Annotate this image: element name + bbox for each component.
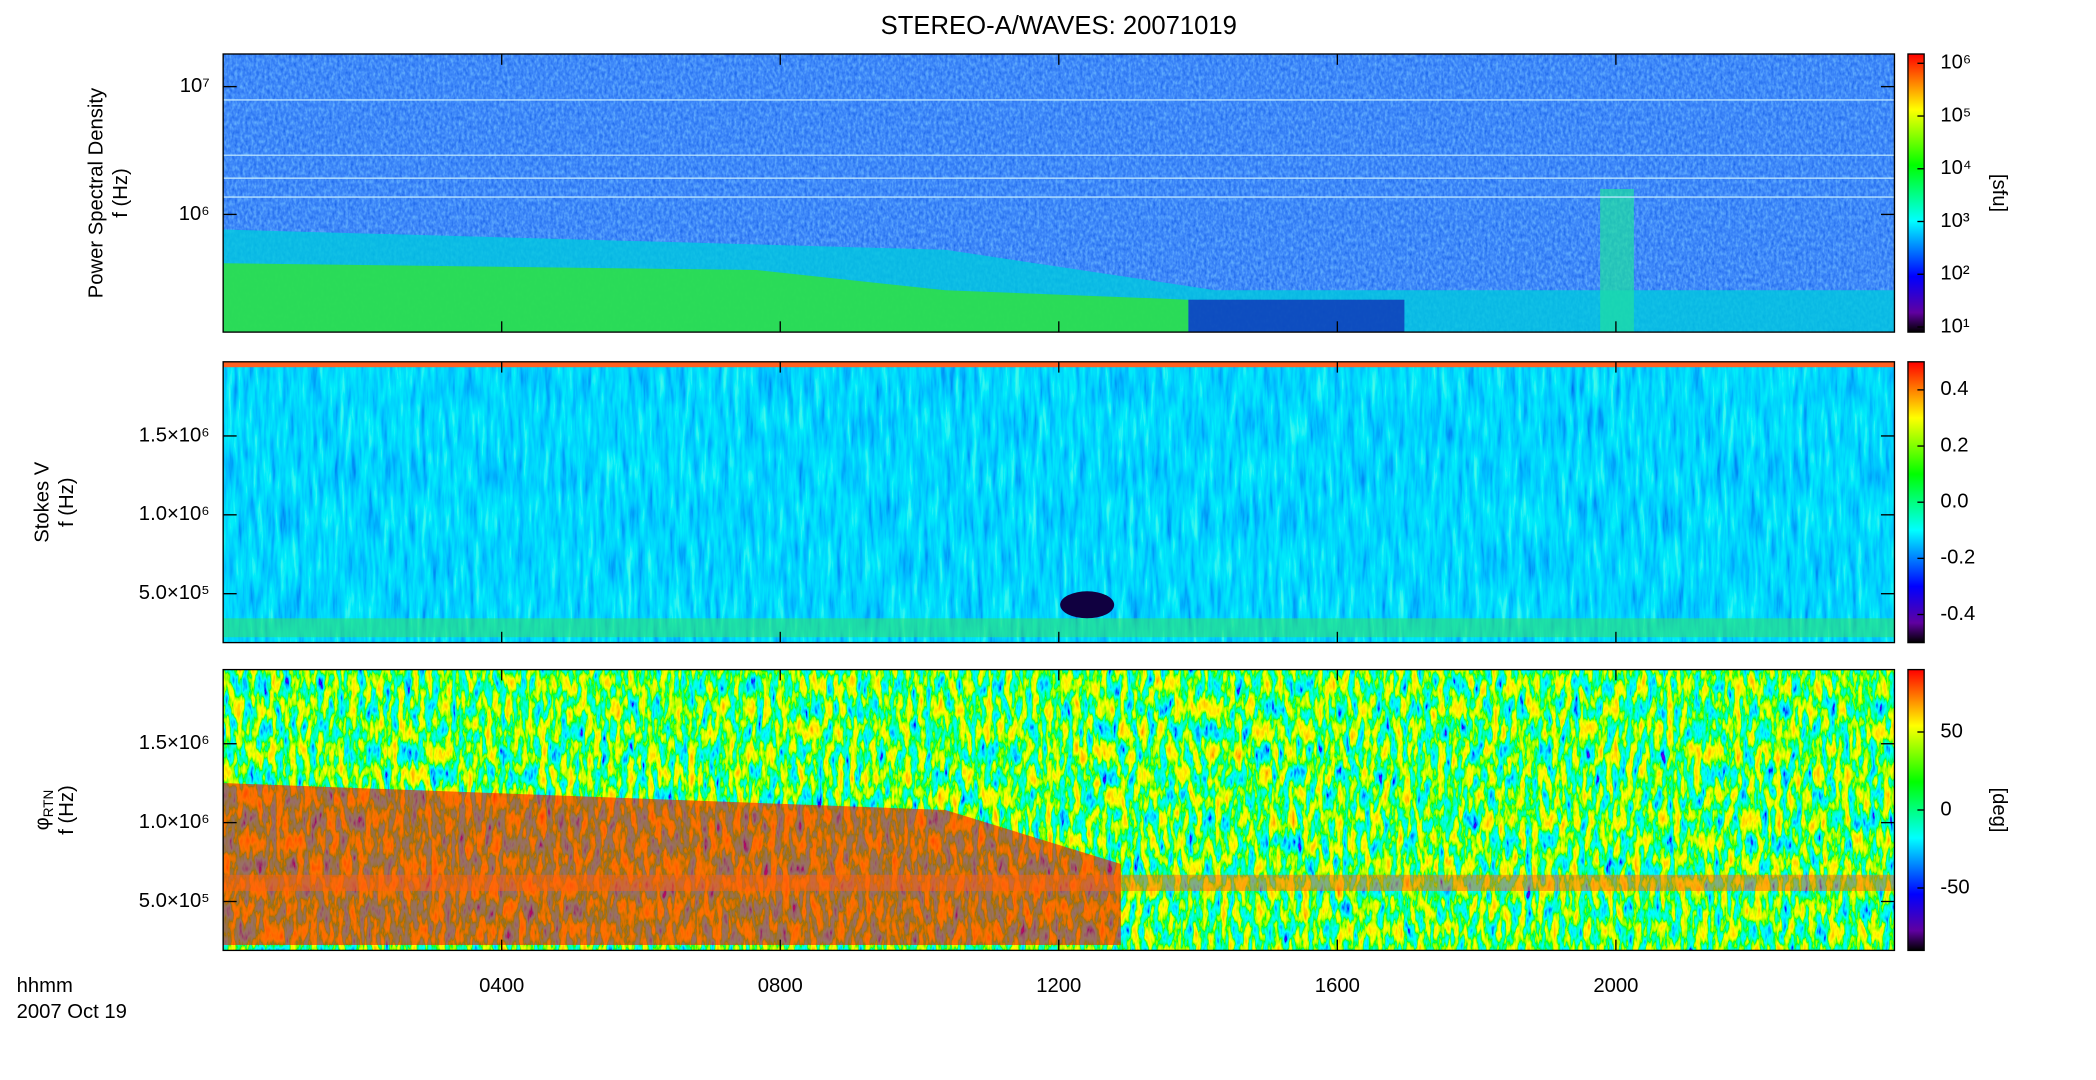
- colorbar-tick-label: 10⁶: [1940, 52, 1971, 74]
- spectrogram: [223, 54, 1895, 333]
- y-axis-label-text: Power Spectral Density: [86, 87, 108, 298]
- x-tick-label: 1200: [1036, 975, 1081, 997]
- y-axis-label: f (Hz): [56, 477, 78, 526]
- colorbar-tick-label: -0.4: [1940, 603, 1975, 625]
- colorbar-tick-label: 10⁴: [1940, 157, 1971, 179]
- x-axis-label: 2007 Oct 19: [17, 1001, 127, 1023]
- y-axis-label: Stokes V: [32, 461, 54, 543]
- colorbar-tick-label: 10⁵: [1940, 104, 1971, 126]
- colorbar-tick-label: 50: [1940, 720, 1963, 742]
- colorbar-label: [sfu]: [1988, 174, 2010, 212]
- y-tick-label: 1.0×10⁶: [139, 503, 210, 525]
- y-tick-label: 5.0×10⁵: [139, 890, 210, 912]
- y-tick-label: 1.5×10⁶: [139, 424, 210, 446]
- y-axis-label-subscript: RTN: [41, 790, 56, 818]
- y-tick-label: 1.0×10⁶: [139, 811, 210, 833]
- y-tick-label: 10⁷: [180, 75, 210, 97]
- colorbar: [1907, 53, 1925, 333]
- colorbar-tick-label: 10²: [1940, 263, 1970, 285]
- colorbar-tick-label: 0.0: [1940, 491, 1968, 513]
- x-tick-label: 2000: [1593, 975, 1638, 997]
- y-axis-label-text: f (Hz): [56, 785, 78, 835]
- colorbar-tick-label: -50: [1940, 876, 1969, 898]
- spectrogram: [223, 669, 1895, 951]
- colorbar-label: [deg]: [1988, 787, 2010, 832]
- spectrogram: [223, 361, 1895, 643]
- y-axis-label: Power Spectral Density: [86, 87, 108, 298]
- chart-title: STEREO-A/WAVES: 20071019: [881, 12, 1237, 40]
- y-tick-label: 1.5×10⁶: [139, 732, 210, 754]
- y-tick-label: 5.0×10⁵: [139, 582, 210, 604]
- colorbar-tick-label: 10¹: [1940, 315, 1970, 337]
- y-axis-label: φRTN: [32, 790, 56, 831]
- x-axis-label: hhmm: [17, 975, 73, 997]
- y-axis-label-text: f (Hz): [110, 168, 132, 218]
- colorbar-tick-label: 10³: [1940, 210, 1970, 232]
- colorbar-tick-label: 0.2: [1940, 434, 1968, 456]
- colorbar-tick-label: 0: [1940, 798, 1951, 820]
- colorbar-tick-label: 0.4: [1940, 378, 1968, 400]
- x-tick-label: 0800: [758, 975, 803, 997]
- x-tick-label: 0400: [479, 975, 524, 997]
- y-axis-label-text: f (Hz): [56, 477, 78, 526]
- y-tick-label: 10⁶: [179, 203, 210, 225]
- x-tick-label: 1600: [1315, 975, 1360, 997]
- y-axis-label: f (Hz): [56, 785, 78, 835]
- y-axis-label: f (Hz): [110, 168, 132, 218]
- y-axis-label-text: Stokes V: [32, 461, 54, 543]
- y-axis-label-text: φ: [32, 817, 54, 830]
- colorbar-tick-label: -0.2: [1940, 547, 1975, 569]
